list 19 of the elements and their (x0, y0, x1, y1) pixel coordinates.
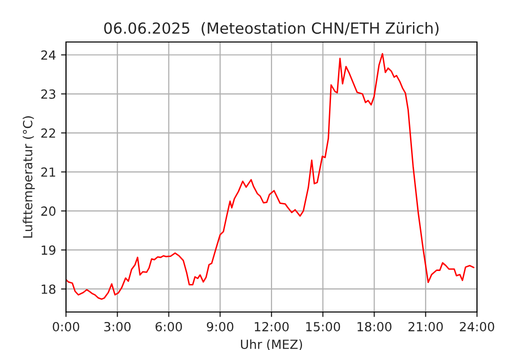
y-tick-label: 19 (42, 245, 56, 255)
x-tick-label: 12:00 (254, 322, 289, 332)
x-tick-label: 24:00 (460, 322, 494, 332)
x-tick-label: 9:00 (206, 322, 234, 332)
x-tick-label: 3:00 (104, 322, 131, 332)
x-tick-label: 18:00 (358, 322, 392, 332)
y-tick-label: 22 (41, 128, 56, 138)
y-tick-label: 20 (41, 206, 56, 216)
chart-title: 06.06.2025 (Meteostation CHN/ETH Zürich) (104, 22, 439, 36)
line-series (66, 53, 474, 300)
x-tick-label: 21:00 (408, 322, 443, 332)
y-axis-title: Lufttemperatur (°C) (22, 116, 35, 238)
y-tick-label: 18 (42, 284, 56, 294)
y-tick-label: 21 (41, 167, 56, 177)
x-tick-label: 6:00 (156, 322, 182, 332)
y-tick-label: 24 (41, 50, 56, 60)
y-tick-label: 23 (41, 89, 56, 99)
x-tick-label: 15:00 (306, 322, 340, 332)
x-tick-label: 0:00 (52, 322, 80, 332)
